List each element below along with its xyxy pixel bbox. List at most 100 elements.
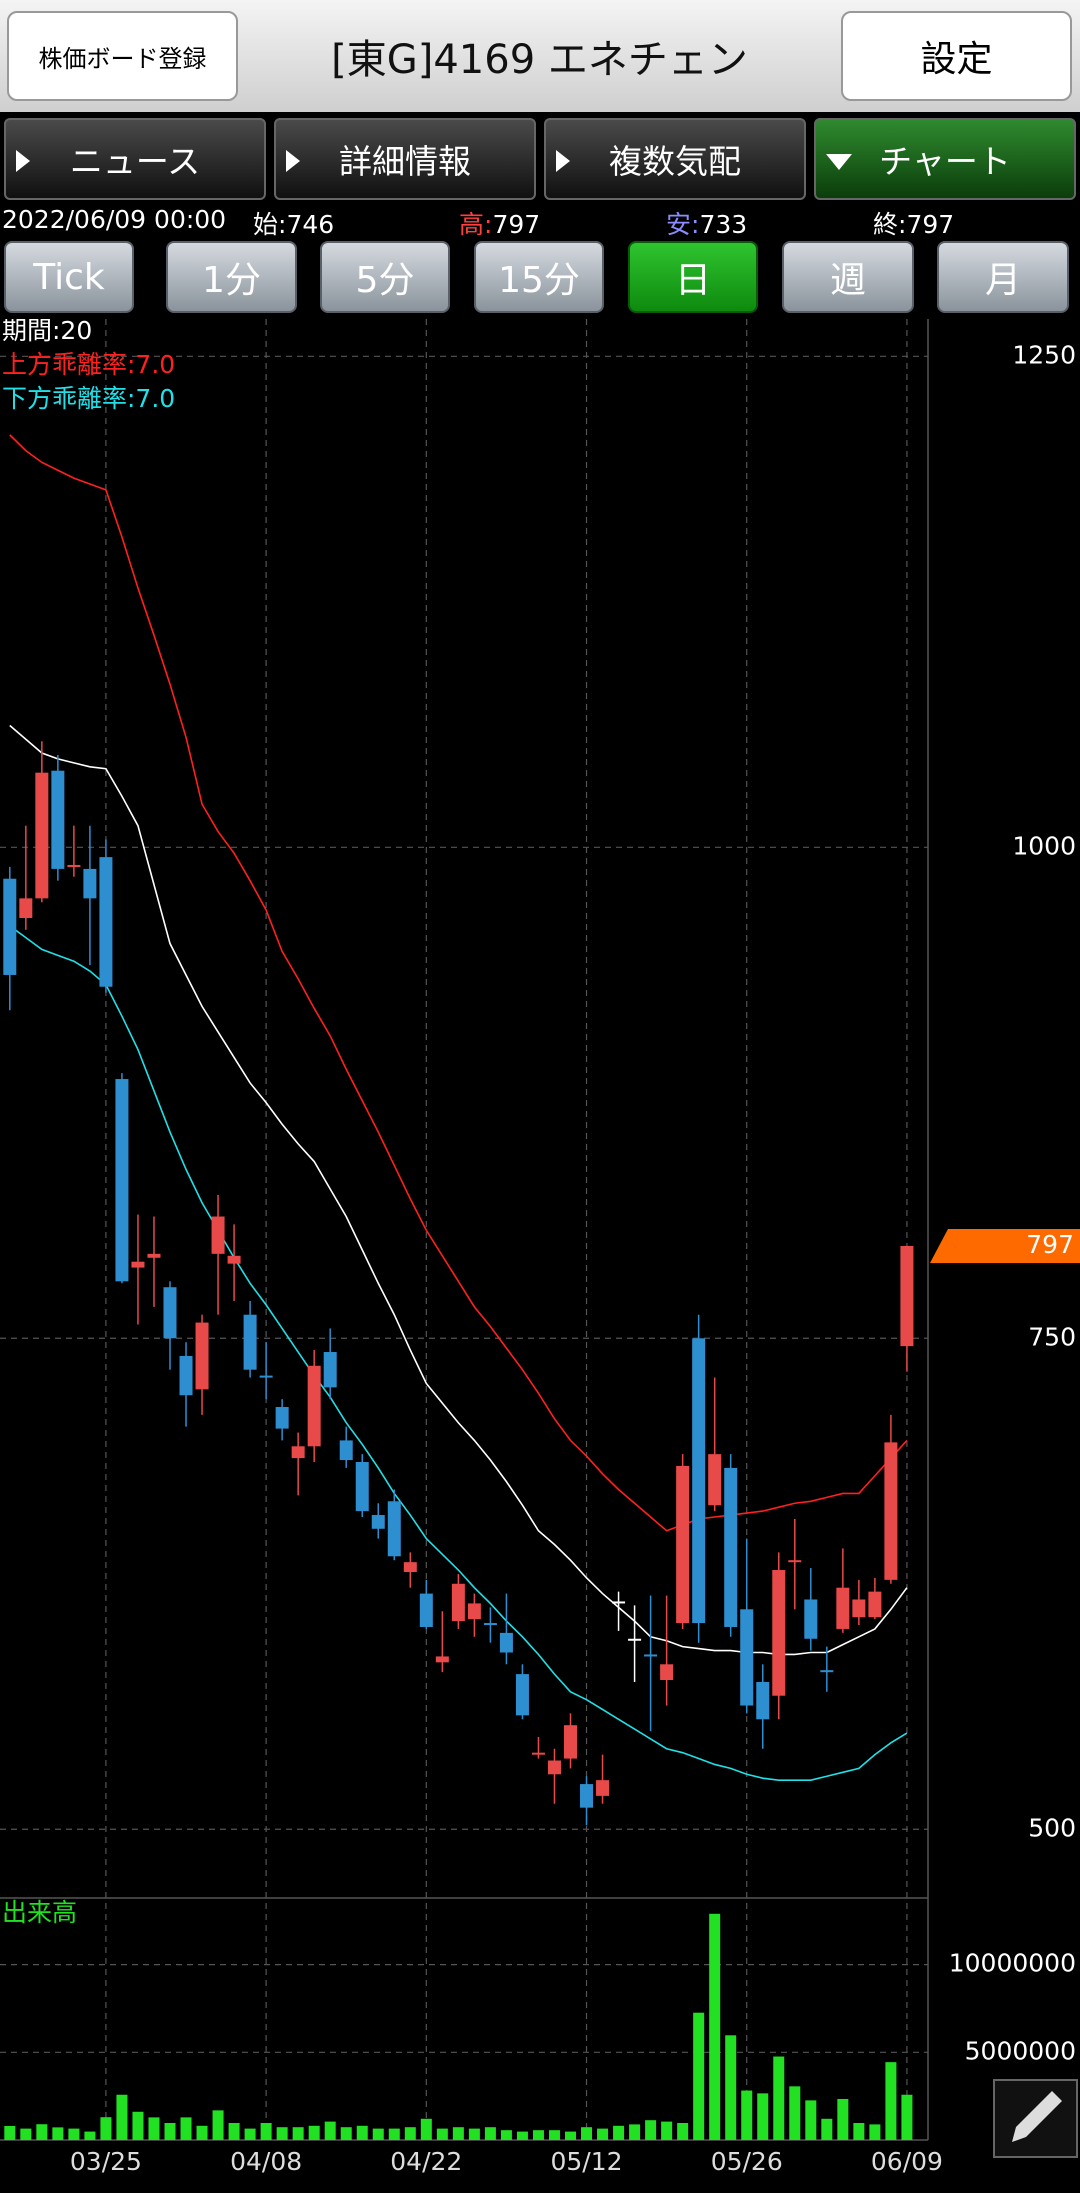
- volume-bar: [757, 2093, 769, 2140]
- quote-value: 733: [699, 210, 748, 239]
- candle-body: [19, 898, 33, 918]
- volume-bar: [356, 2125, 368, 2140]
- volume-bar: [260, 2122, 272, 2140]
- tab[interactable]: ニュース: [4, 118, 266, 200]
- quote-field: 高:797: [459, 205, 540, 241]
- volume-bar: [276, 2127, 288, 2140]
- volume-bar: [581, 2127, 593, 2140]
- x-tick-label: 04/08: [230, 2147, 302, 2176]
- volume-bar: [52, 2127, 64, 2140]
- tab-arrow: [16, 150, 30, 172]
- volume-bar: [4, 2125, 16, 2140]
- volume-bar: [805, 2100, 817, 2140]
- volume-bar: [597, 2128, 609, 2140]
- period-button[interactable]: 1分: [166, 241, 297, 313]
- x-tick-label: 05/26: [711, 2147, 783, 2176]
- volume-bar: [709, 1913, 721, 2140]
- candle-body: [547, 1760, 561, 1775]
- candle-body: [564, 1725, 577, 1759]
- volume-bar: [100, 2117, 112, 2140]
- candle-body: [195, 1322, 209, 1390]
- y-tick-label: 750: [1028, 1322, 1076, 1351]
- volume-bar: [869, 2124, 881, 2140]
- volume-bar: [436, 2128, 448, 2140]
- volume-bar: [388, 2128, 400, 2140]
- quote-value: 746: [286, 210, 335, 239]
- x-tick-label: 03/25: [70, 2147, 142, 2176]
- volume-bar: [693, 2012, 705, 2140]
- tab-arrow: [826, 154, 852, 170]
- quote-label: 終:: [873, 210, 907, 239]
- chart: 03/25 04/08 04/22 05/12 05/26 06/09 500 750 1000…: [0, 319, 1080, 2176]
- pencil-icon: [1012, 2091, 1062, 2142]
- volume-bar: [372, 2128, 384, 2140]
- volume-bar: [164, 2122, 176, 2140]
- volume-bar: [116, 2094, 128, 2140]
- candle-body: [740, 1609, 754, 1706]
- period-button[interactable]: Tick: [4, 241, 134, 313]
- candle-body: [483, 1623, 497, 1626]
- volume-bar: [404, 2127, 416, 2140]
- candle-body: [227, 1255, 241, 1264]
- volume-bar: [196, 2125, 208, 2140]
- candle-body: [692, 1338, 706, 1624]
- x-tick-label: 05/12: [550, 2147, 622, 2176]
- candle-body: [580, 1784, 594, 1808]
- candle-body: [708, 1454, 722, 1506]
- volume-bar: [468, 2128, 480, 2140]
- register-button[interactable]: 株価ボード登録: [7, 11, 238, 101]
- volume-bar: [36, 2124, 48, 2140]
- x-tick-label: 04/22: [390, 2147, 462, 2176]
- volume-bar: [741, 2090, 753, 2140]
- candle-body: [644, 1654, 658, 1657]
- tab[interactable]: 複数気配: [544, 118, 806, 200]
- period-button[interactable]: 月: [937, 241, 1069, 313]
- volume-bar: [452, 2127, 464, 2140]
- period-button[interactable]: 週: [782, 241, 914, 313]
- candle-body: [884, 1442, 898, 1580]
- candle-body: [163, 1287, 177, 1339]
- quote-datetime: 2022/06/09 00:00: [2, 205, 227, 234]
- candle-body: [211, 1216, 225, 1254]
- volume-bar: [645, 2120, 657, 2140]
- candle-body: [51, 770, 65, 869]
- volume-bar: [180, 2117, 192, 2140]
- volume-bar: [500, 2130, 512, 2140]
- candle-body: [147, 1253, 161, 1258]
- period-button[interactable]: 15分: [474, 241, 604, 313]
- candle-body: [531, 1752, 545, 1755]
- tab[interactable]: 詳細情報: [274, 118, 536, 200]
- candle-body: [275, 1407, 289, 1429]
- candle-body: [676, 1465, 690, 1624]
- settings-button[interactable]: 設定: [841, 11, 1072, 101]
- quote-field: 始:746: [253, 205, 334, 241]
- edit-button[interactable]: [993, 2079, 1078, 2158]
- candle-body: [419, 1593, 433, 1627]
- candle-body: [772, 1570, 786, 1696]
- volume-bar: [324, 2121, 336, 2140]
- candle-body: [451, 1583, 465, 1622]
- candle-body: [836, 1587, 850, 1629]
- volume-bar: [148, 2117, 160, 2140]
- volume-bar: [789, 2086, 801, 2140]
- period-button[interactable]: 5分: [320, 241, 450, 313]
- period-button[interactable]: 日: [628, 241, 758, 313]
- y-tick-label: 1250: [1012, 340, 1076, 369]
- tab[interactable]: チャート: [814, 118, 1076, 200]
- volume-bar: [613, 2125, 625, 2140]
- candle-body: [435, 1656, 449, 1663]
- volume-bar: [725, 2035, 737, 2140]
- quote-label: 始:: [253, 210, 287, 239]
- volume-bar: [661, 2121, 673, 2140]
- quote-field: 終:797: [873, 205, 954, 241]
- candle-body: [724, 1467, 738, 1627]
- candle-body: [628, 1638, 642, 1641]
- candle-body: [115, 1079, 129, 1282]
- last-price-label: 797: [1026, 1230, 1074, 1259]
- volume-bar: [901, 2094, 913, 2140]
- tab-label: 複数気配: [609, 142, 741, 181]
- band-line: [9, 434, 908, 1532]
- candle-body: [515, 1674, 529, 1716]
- candle-body: [291, 1446, 305, 1459]
- tab-label: 詳細情報: [339, 142, 471, 181]
